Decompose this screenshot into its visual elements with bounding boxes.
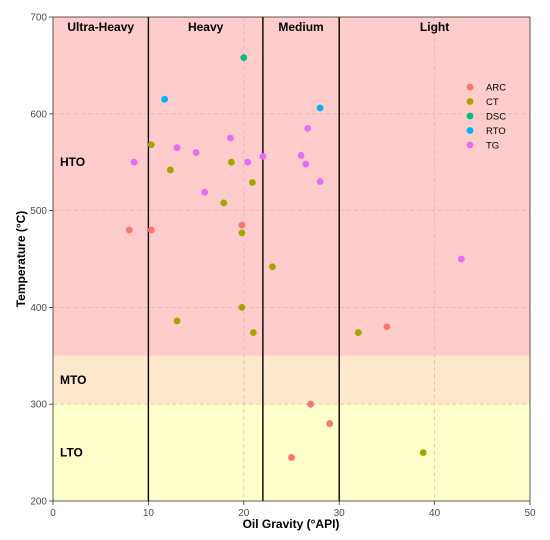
band-lto [53,404,530,501]
point-ct-6 [269,263,276,271]
x-axis-title: Oil Gravity (°API) [243,517,340,531]
point-tg-11 [457,255,465,263]
x-tick-label-20: 20 [238,508,250,519]
point-rto-0 [161,95,169,103]
legend-key-ct [466,98,474,105]
point-tg-5 [244,158,252,166]
point-arc-0 [125,226,133,234]
data-points [125,54,465,461]
y-tick-label-500: 500 [30,206,47,217]
region-label-light: Light [420,20,449,34]
x-tick-label-40: 40 [429,508,441,519]
point-ct-9 [249,329,257,336]
point-ct-5 [238,229,246,237]
point-tg-9 [304,124,312,132]
point-tg-10 [316,178,324,185]
legend-key-dsc [466,112,474,120]
legend-label-rto: RTO [486,126,506,137]
band-mto [53,355,530,405]
legend-key-rto [466,127,474,134]
region-labels: Ultra-Heavy Heavy Medium Light LTO MTO HTO [60,20,449,460]
point-arc-5 [288,454,295,461]
y-tick-label-400: 400 [30,303,47,314]
point-arc-1 [147,226,155,234]
point-ct-7 [238,304,246,311]
region-label-heavy: Heavy [188,20,224,34]
legend-key-arc [466,83,474,91]
point-ct-3 [220,199,228,207]
point-tg-1 [173,144,181,152]
x-tick-label-0: 0 [50,508,56,519]
x-tick-label-10: 10 [143,508,155,519]
point-arc-6 [383,323,391,331]
band-label-hto: HTO [60,155,85,169]
temperature-bands [53,17,530,501]
point-ct-11 [419,449,427,456]
x-tick-label-50: 50 [524,508,536,519]
band-label-lto: LTO [60,446,83,460]
point-arc-2 [238,221,246,229]
legend-label-arc: ARC [486,83,506,94]
point-tg-7 [297,152,305,159]
point-tg-4 [201,188,209,196]
point-tg-3 [227,134,234,142]
point-ct-2 [227,158,235,166]
legend-label-ct: CT [486,97,499,108]
axes: 0 10 20 30 40 50 200 300 400 500 600 700 [30,13,536,520]
y-tick-label-600: 600 [30,109,47,120]
band-hto [53,17,530,356]
point-ct-1 [166,166,174,174]
point-tg-2 [192,149,200,156]
region-label-ultra-heavy: Ultra-Heavy [67,20,134,34]
band-label-mto: MTO [60,373,86,387]
point-dsc-0 [240,54,248,62]
y-tick-label-300: 300 [30,400,47,411]
region-label-medium: Medium [278,20,323,34]
point-tg-6 [259,152,267,160]
point-ct-0 [147,141,155,149]
point-arc-4 [326,420,334,427]
point-ct-10 [354,329,362,336]
legend-label-dsc: DSC [486,112,506,123]
legend-label-tg: TG [486,141,499,152]
point-rto-1 [316,104,324,112]
legend: ARC CT DSC RTO TG [466,83,506,152]
point-arc-3 [307,400,314,408]
point-ct-8 [173,317,181,325]
y-tick-label-700: 700 [30,13,47,24]
x-tick-label-30: 30 [334,508,346,519]
gravity-dividers [147,17,340,501]
grid-lines [53,17,530,501]
point-ct-4 [248,179,256,186]
legend-key-tg [466,141,474,149]
y-tick-label-200: 200 [30,497,47,508]
point-tg-0 [130,158,138,166]
point-tg-8 [302,160,310,168]
y-axis-title: Temperature (°C) [14,211,28,308]
plot-border [52,16,531,502]
